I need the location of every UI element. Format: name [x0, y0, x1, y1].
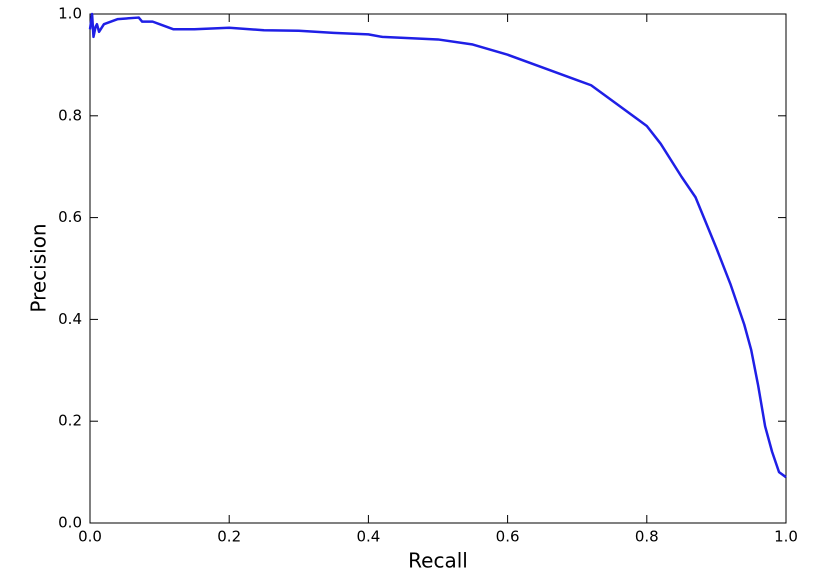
x-tick-label: 1.0 — [774, 528, 798, 546]
x-tick-label: 0.0 — [78, 528, 102, 546]
y-tick-label: 0.8 — [58, 106, 82, 124]
y-tick-label: 0.4 — [58, 310, 82, 328]
x-tick-label: 0.6 — [496, 528, 520, 546]
precision-recall-curve — [88, 12, 787, 479]
x-tick-label: 0.8 — [635, 528, 659, 546]
x-tick-label: 0.2 — [217, 528, 241, 546]
y-axis-label: Precision — [27, 223, 51, 312]
x-axis-label: Recall — [408, 549, 468, 571]
y-tick-label: 0.0 — [58, 514, 82, 532]
x-tick-label: 0.4 — [356, 528, 380, 546]
y-tick-label: 0.6 — [58, 208, 82, 226]
y-tick-label: 0.2 — [58, 412, 82, 430]
y-tick-label: 1.0 — [58, 5, 82, 23]
plot-frame — [89, 13, 787, 524]
